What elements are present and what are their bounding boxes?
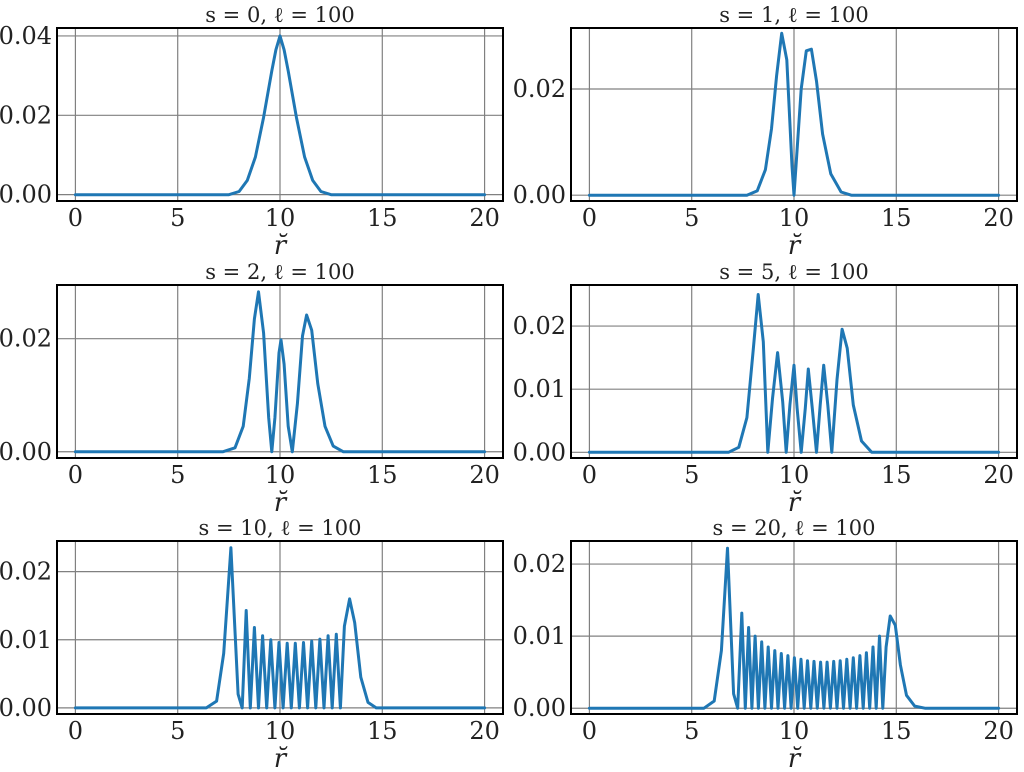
axes-frame	[570, 540, 1018, 715]
x-tick-label: 20	[469, 461, 500, 489]
x-tick-label: 20	[983, 717, 1014, 745]
x-tick-label: 15	[881, 461, 912, 489]
y-tick-label: 0.00	[0, 694, 52, 722]
y-tick-label: 0.01	[0, 626, 52, 654]
subplot-3: 0 5 10 15 20 0.00 0.02 s = 2, ℓ = 100 r̆	[0, 260, 504, 518]
axes-frame	[56, 540, 504, 715]
x-tick-label: 5	[170, 204, 185, 232]
series-line-1	[73, 290, 487, 454]
x-axis-label: r̆	[274, 231, 288, 261]
x-tick-label: 10	[779, 717, 810, 745]
x-tick-label: 0	[68, 717, 83, 745]
axes-frame	[570, 284, 1018, 459]
y-tick-label: 0.02	[0, 558, 52, 586]
series-line-1	[587, 546, 1001, 710]
subplot-title: s = 0, ℓ = 100	[205, 3, 355, 27]
subplot-title: s = 5, ℓ = 100	[719, 260, 869, 284]
series-line-1	[587, 31, 1001, 197]
x-tick-label: 5	[684, 461, 699, 489]
y-tick-label: 0.02	[0, 325, 52, 353]
x-tick-label: 0	[582, 461, 597, 489]
series-line-1	[73, 546, 487, 710]
subplot-title: s = 2, ℓ = 100	[205, 260, 355, 284]
y-tick-label: 0.00	[513, 694, 566, 722]
x-axis-label: r̆	[788, 488, 802, 518]
x-tick-label: 5	[684, 717, 699, 745]
x-tick-label: 15	[367, 204, 398, 232]
x-tick-label: 20	[469, 717, 500, 745]
x-tick-label: 15	[367, 717, 398, 745]
subplot-1: 0 5 10 15 20 0.00 0.02 0.04 s = 0, ℓ = 100 r̆	[0, 3, 504, 261]
x-axis-label: r̆	[274, 744, 288, 772]
x-tick-label: 0	[582, 717, 597, 745]
x-tick-label: 20	[469, 204, 500, 232]
subplot-title: s = 1, ℓ = 100	[719, 3, 869, 27]
x-tick-label: 10	[265, 204, 296, 232]
subplot-2: 0 5 10 15 20 0.00 0.02 s = 1, ℓ = 100 r̆	[513, 3, 1018, 261]
y-tick-label: 0.02	[513, 550, 566, 578]
y-tick-label: 0.00	[513, 438, 566, 466]
subplot-title: s = 10, ℓ = 100	[199, 516, 362, 540]
y-tick-label: 0.02	[0, 101, 52, 129]
x-tick-label: 15	[367, 461, 398, 489]
x-tick-label: 5	[684, 204, 699, 232]
y-tick-label: 0.01	[513, 375, 566, 403]
axes-frame	[56, 284, 504, 459]
x-tick-label: 10	[265, 461, 296, 489]
x-tick-label: 10	[265, 717, 296, 745]
x-tick-label: 0	[68, 461, 83, 489]
x-tick-label: 10	[779, 204, 810, 232]
series-line-1	[587, 293, 1001, 454]
x-tick-label: 0	[582, 204, 597, 232]
subplot-5: 0 5 10 15 20 0.00 0.01 0.02 s = 10, ℓ = 100 r̆	[0, 516, 504, 772]
x-tick-label: 15	[881, 717, 912, 745]
subplot-title: s = 20, ℓ = 100	[713, 516, 876, 540]
y-tick-label: 0.02	[513, 312, 566, 340]
y-tick-label: 0.04	[0, 22, 52, 50]
axes-frame	[570, 27, 1018, 202]
x-tick-label: 0	[68, 204, 83, 232]
y-tick-label: 0.01	[513, 622, 566, 650]
x-axis-label: r̆	[788, 744, 802, 772]
x-tick-label: 20	[983, 461, 1014, 489]
axes-frame	[56, 27, 504, 202]
x-tick-label: 15	[881, 204, 912, 232]
y-tick-label: 0.00	[513, 181, 566, 209]
subplot-6: 0 5 10 15 20 0.00 0.01 0.02 s = 20, ℓ = 100 r̆	[513, 516, 1018, 772]
x-axis-label: r̆	[274, 488, 288, 518]
x-tick-label: 10	[779, 461, 810, 489]
x-axis-label: r̆	[788, 231, 802, 261]
y-tick-label: 0.02	[513, 75, 566, 103]
y-tick-label: 0.00	[0, 181, 52, 209]
x-tick-label: 20	[983, 204, 1014, 232]
x-tick-label: 5	[170, 461, 185, 489]
series-line-1	[73, 34, 487, 197]
y-tick-label: 0.00	[0, 438, 52, 466]
subplot-4: 0 5 10 15 20 0.00 0.01 0.02 s = 5, ℓ = 100 r̆	[513, 260, 1018, 518]
x-tick-label: 5	[170, 717, 185, 745]
